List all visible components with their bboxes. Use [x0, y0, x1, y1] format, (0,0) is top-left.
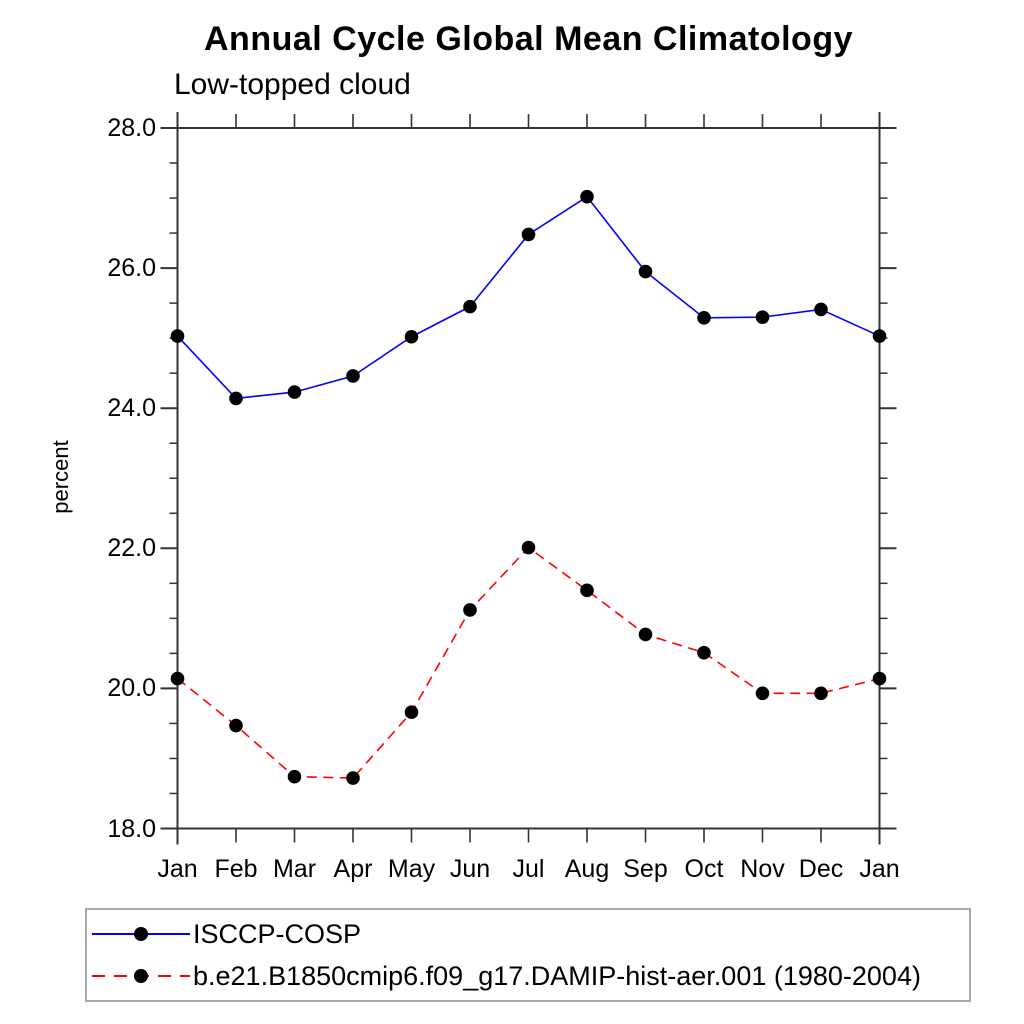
x-tick-label-may-4: May: [387, 855, 436, 883]
data-point-series-1: [170, 671, 185, 686]
series-line-1: [176, 546, 880, 779]
x-tick-label-jul-6: Jul: [512, 855, 545, 883]
y-tick-label: 26.0: [107, 254, 156, 283]
legend: ISCCP-COSP b.e21.B1850cmip6.f09_g17.DAMI…: [85, 908, 971, 1002]
data-point-series-1: [755, 686, 770, 701]
legend-label-isccp-cosp: ISCCP-COSP: [193, 918, 362, 949]
x-tick-label-aug-7: Aug: [564, 855, 610, 883]
data-point-series-1: [463, 603, 477, 617]
y-tick-label: 22.0: [107, 534, 156, 563]
data-point-series-0: [170, 329, 185, 343]
data-point-series-0: [346, 369, 360, 383]
data-point-series-0: [229, 391, 243, 406]
x-tick-label-mar-2: Mar: [272, 855, 317, 883]
data-point-series-1: [814, 686, 828, 701]
data-point-series-1: [229, 718, 243, 733]
data-point-series-1: [404, 705, 419, 720]
data-point-series-1: [346, 771, 360, 785]
data-point-series-0: [287, 385, 302, 399]
data-point-series-1: [521, 540, 536, 555]
legend-item-model-run: b.e21.B1850cmip6.f09_g17.DAMIP-hist-aer.…: [87, 956, 969, 996]
x-tick-label-sep-8: Sep: [623, 855, 668, 883]
legend-line-sample-dashed: [92, 969, 190, 983]
series-line-0: [176, 195, 880, 400]
x-tick-label-dec-11: Dec: [798, 855, 844, 883]
data-point-series-0: [638, 264, 653, 279]
data-point-series-0: [872, 329, 887, 343]
x-tick-label-jun-5: Jun: [449, 855, 491, 883]
data-point-series-0: [580, 189, 594, 204]
data-point-series-0: [814, 302, 828, 317]
x-tick-label-apr-3: Apr: [333, 855, 373, 883]
data-point-series-1: [697, 645, 711, 660]
y-tick-label: 18.0: [107, 814, 156, 843]
x-tick-label-nov-10: Nov: [740, 855, 785, 883]
data-point-series-0: [697, 311, 711, 325]
y-tick-label: 20.0: [107, 674, 156, 703]
x-tick-label-jan-0: Jan: [157, 855, 198, 883]
y-tick-label: 24.0: [107, 394, 156, 423]
x-tick-label-feb-1: Feb: [214, 855, 258, 883]
data-point-series-1: [287, 769, 302, 784]
chart-subtitle: Low-topped cloud: [174, 68, 411, 101]
chart-title: Annual Cycle Global Mean Climatology: [204, 20, 853, 58]
data-point-series-1: [638, 627, 653, 642]
y-tick-label: 28.0: [107, 114, 156, 142]
data-point-series-0: [755, 310, 770, 324]
x-tick-label-oct-9: Oct: [684, 855, 724, 883]
legend-line-sample-solid: [92, 927, 190, 941]
data-point-series-0: [463, 299, 477, 314]
legend-item-isccp-cosp: ISCCP-COSP: [87, 914, 969, 954]
legend-label-model-run: b.e21.B1850cmip6.f09_g17.DAMIP-hist-aer.…: [193, 960, 921, 991]
data-point-series-1: [580, 583, 594, 598]
x-tick-label-jan-12: Jan: [859, 855, 900, 883]
data-point-series-0: [404, 329, 419, 344]
data-point-series-0: [521, 227, 536, 242]
data-point-series-1: [872, 671, 887, 686]
